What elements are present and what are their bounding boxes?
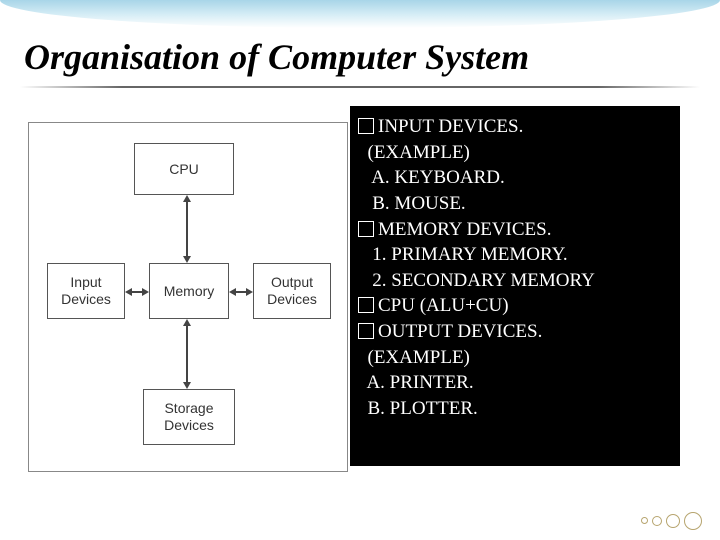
arrowhead-left-icon: [229, 288, 236, 296]
arrowhead-up-icon: [183, 319, 191, 326]
callout-text: A. PRINTER.: [358, 372, 474, 393]
callout-line-2: A. KEYBOARD.: [358, 165, 672, 191]
callout-line-4: MEMORY DEVICES.: [358, 217, 672, 243]
callout-line-3: B. MOUSE.: [358, 191, 672, 217]
diagram-edge-0: [186, 201, 188, 257]
diagram-edge-1: [186, 325, 188, 383]
corner-decoration: [572, 510, 702, 530]
callout-text: OUTPUT DEVICES.: [378, 321, 542, 342]
callout-line-10: A. PRINTER.: [358, 370, 672, 396]
title-underline: [20, 86, 700, 88]
arrowhead-left-icon: [125, 288, 132, 296]
square-bullet-icon: [358, 297, 374, 313]
diagram-node-storage: StorageDevices: [143, 389, 235, 445]
callout-text: B. PLOTTER.: [358, 398, 478, 419]
callout-line-7: CPU (ALU+CU): [358, 293, 672, 319]
slide-title: Organisation of Computer System: [24, 36, 529, 78]
callout-text: B. MOUSE.: [358, 193, 466, 214]
square-bullet-icon: [358, 118, 374, 134]
arrowhead-right-icon: [142, 288, 149, 296]
callout-line-9: (EXAMPLE): [358, 345, 672, 371]
arrowhead-down-icon: [183, 382, 191, 389]
callout-text: MEMORY DEVICES.: [378, 219, 551, 240]
square-bullet-icon: [358, 221, 374, 237]
arrowhead-up-icon: [183, 195, 191, 202]
computer-organisation-diagram: CPU InputDevices Memory OutputDevices Storag…: [28, 122, 348, 472]
arrowhead-down-icon: [183, 256, 191, 263]
callout-line-0: INPUT DEVICES.: [358, 114, 672, 140]
diagram-node-cpu: CPU: [134, 143, 234, 195]
callout-line-11: B. PLOTTER.: [358, 396, 672, 422]
callout-text: CPU (ALU+CU): [378, 295, 509, 316]
diagram-node-memory: Memory: [149, 263, 229, 319]
callout-line-1: (EXAMPLE): [358, 140, 672, 166]
callout-text: A. KEYBOARD.: [358, 167, 505, 188]
callout-text: 1. PRIMARY MEMORY.: [358, 244, 568, 265]
callout-text: 2. SECONDARY MEMORY: [358, 270, 595, 291]
callout-line-6: 2. SECONDARY MEMORY: [358, 268, 672, 294]
diagram-node-input: InputDevices: [47, 263, 125, 319]
square-bullet-icon: [358, 323, 374, 339]
callout-text: (EXAMPLE): [358, 142, 470, 163]
callout-line-8: OUTPUT DEVICES.: [358, 319, 672, 345]
device-list-callout: INPUT DEVICES. (EXAMPLE) A. KEYBOARD. B.…: [350, 106, 680, 466]
arrowhead-right-icon: [246, 288, 253, 296]
callout-text: (EXAMPLE): [358, 347, 470, 368]
top-wave-decoration: [0, 0, 720, 28]
diagram-node-output: OutputDevices: [253, 263, 331, 319]
callout-text: INPUT DEVICES.: [378, 116, 523, 137]
callout-line-5: 1. PRIMARY MEMORY.: [358, 242, 672, 268]
